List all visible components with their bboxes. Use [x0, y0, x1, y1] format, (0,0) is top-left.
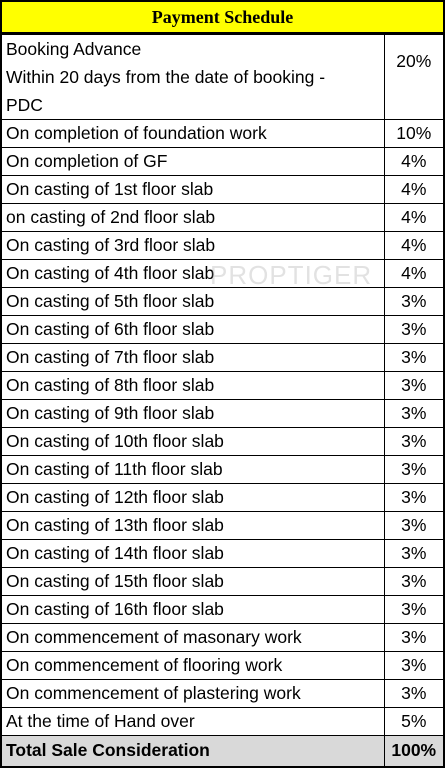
booking-description-cell: Booking Advance Within 20 days from the … [2, 34, 385, 120]
stage-percent: 3% [383, 511, 443, 540]
table-row: On casting of 7th floor slab 3% [2, 343, 443, 372]
stage-description: On casting of 1st floor slab [2, 175, 385, 204]
stage-percent: 3% [383, 343, 443, 372]
table-row: on casting of 2nd floor slab 4% [2, 203, 443, 232]
payment-schedule-table: Booking Advance Within 20 days from the … [2, 34, 443, 766]
stage-percent: 4% [383, 203, 443, 232]
stage-description: On casting of 6th floor slab [2, 315, 385, 344]
stage-percent: 4% [383, 175, 443, 204]
total-label: Total Sale Consideration [2, 735, 385, 766]
stage-description: On commencement of masonary work [2, 623, 385, 652]
stage-description: On casting of 4th floor slab [2, 259, 385, 288]
table-row: On casting of 13th floor slab 3% [2, 511, 443, 540]
stage-description: on casting of 2nd floor slab [2, 203, 385, 232]
stage-description: On commencement of plastering work [2, 679, 385, 708]
stage-description: On casting of 12th floor slab [2, 483, 385, 512]
table-row: On commencement of masonary work 3% [2, 623, 443, 652]
table-row: On commencement of flooring work 3% [2, 651, 443, 680]
table-row: On casting of 14th floor slab 3% [2, 539, 443, 568]
table-row: On casting of 3rd floor slab 4% [2, 231, 443, 260]
stage-percent: 3% [383, 315, 443, 344]
stage-description: On casting of 13th floor slab [2, 511, 385, 540]
stage-percent: 4% [383, 231, 443, 260]
stage-percent: 3% [383, 679, 443, 708]
stage-description: At the time of Hand over [2, 707, 385, 736]
table-row-booking: Booking Advance Within 20 days from the … [2, 34, 443, 120]
stage-percent: 3% [383, 623, 443, 652]
stage-percent: 3% [383, 427, 443, 456]
table-row: On casting of 5th floor slab 3% [2, 287, 443, 316]
stage-description: On casting of 14th floor slab [2, 539, 385, 568]
stage-description: On casting of 15th floor slab [2, 567, 385, 596]
table-row: On casting of 16th floor slab 3% [2, 595, 443, 624]
stage-percent: 3% [383, 287, 443, 316]
booking-line-2: Within 20 days from the date of booking … [6, 67, 326, 87]
stage-percent: 3% [383, 651, 443, 680]
total-percent: 100% [383, 735, 443, 766]
stage-percent: 3% [383, 399, 443, 428]
table-row: On casting of 8th floor slab 3% [2, 371, 443, 400]
stage-description: On casting of 10th floor slab [2, 427, 385, 456]
stage-percent: 10% [383, 119, 443, 148]
payment-schedule-body: Booking Advance Within 20 days from the … [2, 34, 443, 766]
stage-percent: 5% [383, 707, 443, 736]
table-row: On casting of 9th floor slab 3% [2, 399, 443, 428]
stage-description: On casting of 9th floor slab [2, 399, 385, 428]
stage-description: On casting of 11th floor slab [2, 455, 385, 484]
stage-percent: 3% [383, 455, 443, 484]
stage-percent: 3% [383, 567, 443, 596]
stage-percent: 3% [383, 371, 443, 400]
stage-description: On casting of 3rd floor slab [2, 231, 385, 260]
stage-description: On casting of 5th floor slab [2, 287, 385, 316]
table-row: On completion of foundation work 10% [2, 119, 443, 148]
stage-description: On commencement of flooring work [2, 651, 385, 680]
stage-description: On casting of 7th floor slab [2, 343, 385, 372]
stage-percent: 3% [383, 483, 443, 512]
table-row: On casting of 10th floor slab 3% [2, 427, 443, 456]
stage-description: On completion of foundation work [2, 119, 385, 148]
table-row: On casting of 1st floor slab 4% [2, 175, 443, 204]
table-row: On casting of 11th floor slab 3% [2, 455, 443, 484]
booking-percent-cell: 20% [383, 34, 443, 120]
table-row: At the time of Hand over 5% [2, 707, 443, 736]
stage-description: On casting of 16th floor slab [2, 595, 385, 624]
stage-percent: 3% [383, 595, 443, 624]
total-row: Total Sale Consideration 100% [2, 735, 443, 766]
table-row: On casting of 15th floor slab 3% [2, 567, 443, 596]
table-row: On completion of GF 4% [2, 147, 443, 176]
stage-percent: 4% [383, 147, 443, 176]
booking-line-3: PDC [6, 95, 43, 115]
payment-schedule-title: Payment Schedule [2, 2, 443, 34]
stage-description: On casting of 8th floor slab [2, 371, 385, 400]
table-row: On casting of 6th floor slab 3% [2, 315, 443, 344]
booking-line-1: Booking Advance [6, 39, 142, 59]
stage-percent: 3% [383, 539, 443, 568]
table-row: On casting of 12th floor slab 3% [2, 483, 443, 512]
stage-description: On completion of GF [2, 147, 385, 176]
table-row: On casting of 4th floor slab 4% [2, 259, 443, 288]
table-row: On commencement of plastering work 3% [2, 679, 443, 708]
stage-percent: 4% [383, 259, 443, 288]
